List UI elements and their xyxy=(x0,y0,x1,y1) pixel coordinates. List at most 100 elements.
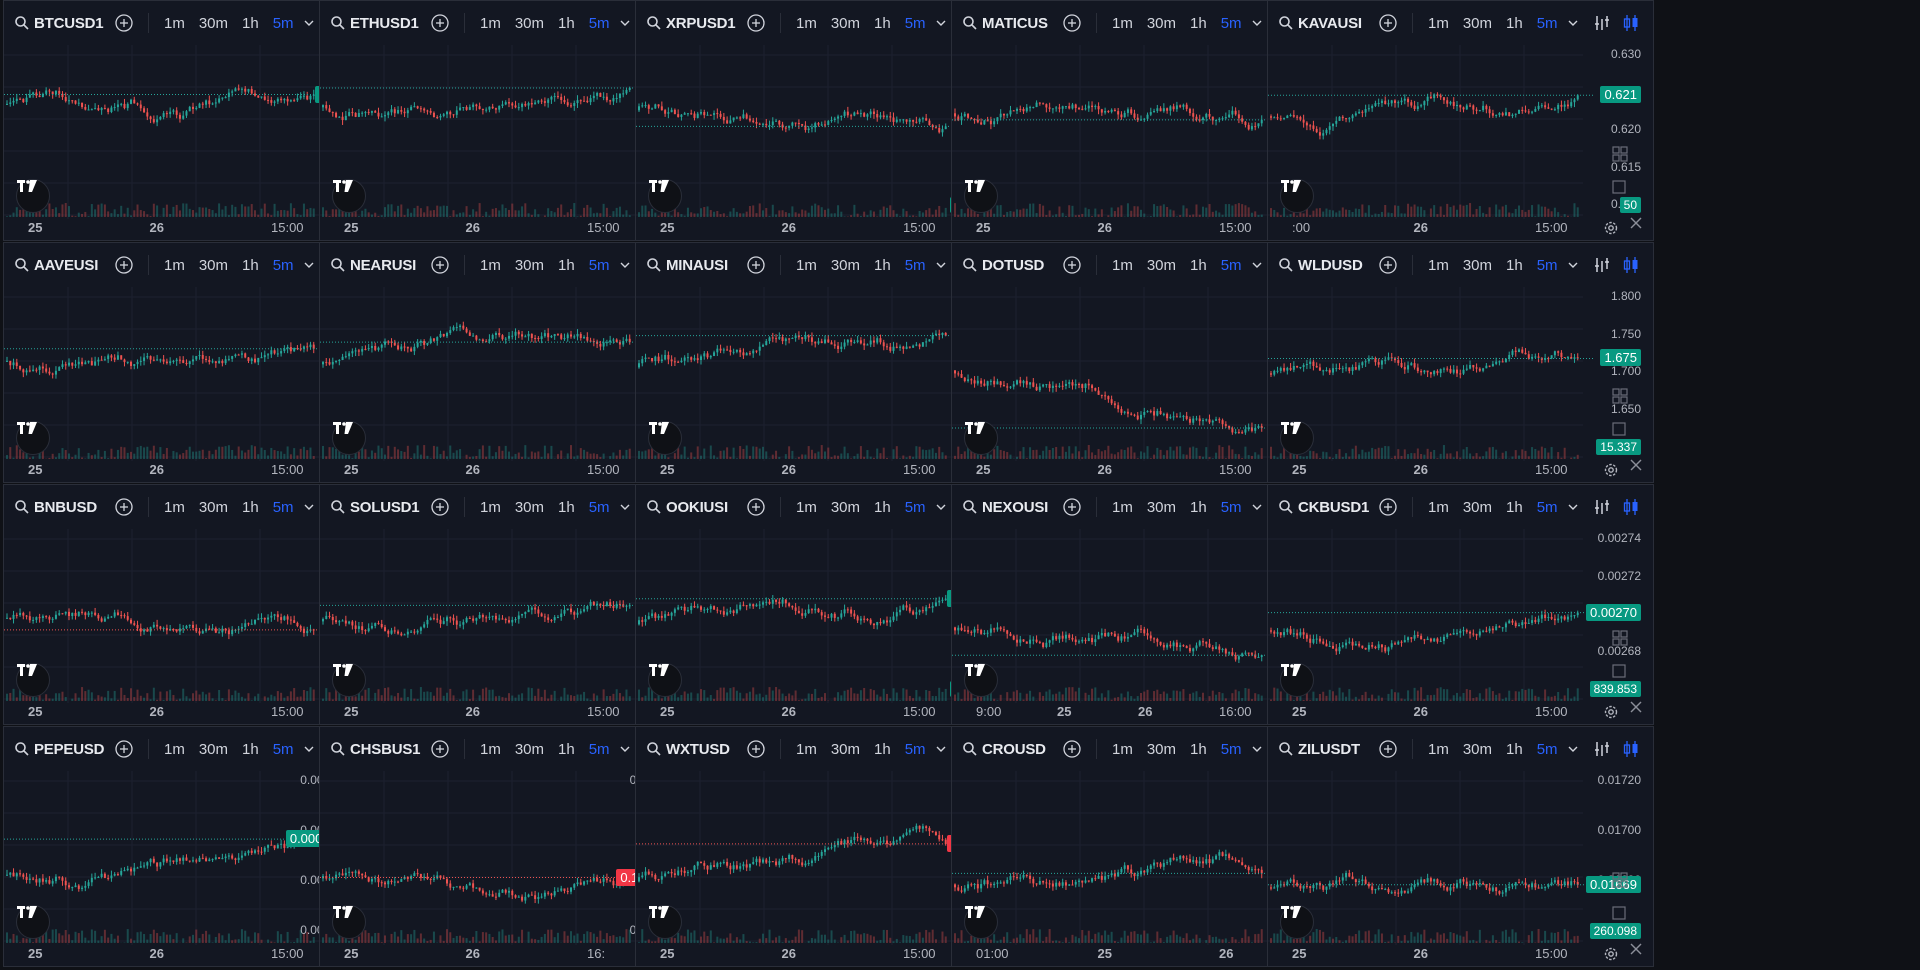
interval-button-1m[interactable]: 1m xyxy=(1428,498,1449,516)
interval-button-1m[interactable]: 1m xyxy=(1112,498,1133,516)
interval-button-30m[interactable]: 30m xyxy=(198,256,229,274)
close-icon[interactable] xyxy=(1629,700,1643,714)
chevron-down-icon[interactable] xyxy=(935,17,949,29)
time-axis[interactable]: :00 26 15:00 xyxy=(1268,216,1653,240)
compare-add-icon[interactable] xyxy=(1062,255,1082,275)
chevron-down-icon[interactable] xyxy=(619,743,633,755)
symbol-name[interactable]: XRPUSD1 xyxy=(666,14,736,32)
chevron-down-icon[interactable] xyxy=(1251,17,1265,29)
interval-button-30m[interactable]: 30m xyxy=(1462,14,1493,32)
search-icon[interactable] xyxy=(14,257,30,273)
symbol-name[interactable]: CKBUSD1 xyxy=(1298,498,1370,516)
interval-button-5m[interactable]: 5m xyxy=(588,740,610,758)
interval-button-1m[interactable]: 1m xyxy=(796,256,817,274)
interval-button-5m[interactable]: 5m xyxy=(1536,740,1558,758)
interval-button-5m[interactable]: 5m xyxy=(272,498,294,516)
search-icon[interactable] xyxy=(646,257,662,273)
candles-style-icon[interactable] xyxy=(1623,14,1641,32)
tradingview-logo-icon[interactable] xyxy=(16,179,50,213)
interval-button-1h[interactable]: 1h xyxy=(1506,498,1523,516)
tradingview-logo-icon[interactable] xyxy=(648,905,682,939)
tradingview-logo-icon[interactable] xyxy=(1280,421,1314,455)
search-icon[interactable] xyxy=(1278,15,1294,31)
compare-add-icon[interactable] xyxy=(746,255,766,275)
interval-button-1m[interactable]: 1m xyxy=(480,14,501,32)
close-icon[interactable] xyxy=(1629,942,1643,956)
interval-button-30m[interactable]: 30m xyxy=(514,498,545,516)
chevron-down-icon[interactable] xyxy=(1567,17,1581,29)
interval-button-30m[interactable]: 30m xyxy=(1146,498,1177,516)
interval-button-30m[interactable]: 30m xyxy=(830,740,861,758)
chevron-down-icon[interactable] xyxy=(1567,743,1581,755)
interval-button-30m[interactable]: 30m xyxy=(830,14,861,32)
search-icon[interactable] xyxy=(330,257,346,273)
chevron-down-icon[interactable] xyxy=(1567,259,1581,271)
search-icon[interactable] xyxy=(330,15,346,31)
compare-add-icon[interactable] xyxy=(746,497,766,517)
symbol-name[interactable]: BTCUSD1 xyxy=(34,14,104,32)
tradingview-logo-icon[interactable] xyxy=(332,663,366,697)
interval-button-1m[interactable]: 1m xyxy=(796,498,817,516)
interval-button-5m[interactable]: 5m xyxy=(1536,256,1558,274)
chart-pane[interactable]: KAVAUSI1m30m1h5m0.6300.6250.6200.6150.61… xyxy=(1267,0,1654,241)
interval-button-5m[interactable]: 5m xyxy=(1536,498,1558,516)
search-icon[interactable] xyxy=(962,257,978,273)
interval-button-1h[interactable]: 1h xyxy=(874,498,891,516)
interval-button-1m[interactable]: 1m xyxy=(480,498,501,516)
interval-button-1h[interactable]: 1h xyxy=(1506,256,1523,274)
interval-button-5m[interactable]: 5m xyxy=(272,14,294,32)
compare-add-icon[interactable] xyxy=(1378,739,1398,759)
chevron-down-icon[interactable] xyxy=(303,259,317,271)
gear-icon[interactable] xyxy=(1603,462,1619,478)
chart-pane[interactable]: WLDUSD1m30m1h5m1.8001.7501.7001.6501.600… xyxy=(1267,242,1654,483)
compare-add-icon[interactable] xyxy=(430,739,450,759)
symbol-name[interactable]: NEXOUSI xyxy=(982,498,1049,516)
chevron-down-icon[interactable] xyxy=(1251,501,1265,513)
time-axis[interactable]: 25 26 15:00 xyxy=(1268,458,1653,482)
compare-add-icon[interactable] xyxy=(1062,497,1082,517)
symbol-name[interactable]: CROUSD xyxy=(982,740,1046,758)
interval-button-1h[interactable]: 1h xyxy=(1190,256,1207,274)
symbol-name[interactable]: ZILUSDT xyxy=(1298,740,1360,758)
compare-add-icon[interactable] xyxy=(1378,255,1398,275)
interval-button-30m[interactable]: 30m xyxy=(514,740,545,758)
symbol-name[interactable]: CHSBUS1 xyxy=(350,740,421,758)
compare-add-icon[interactable] xyxy=(1378,13,1398,33)
compare-add-icon[interactable] xyxy=(114,497,134,517)
interval-button-1m[interactable]: 1m xyxy=(1112,256,1133,274)
interval-button-30m[interactable]: 30m xyxy=(514,256,545,274)
tradingview-logo-icon[interactable] xyxy=(16,421,50,455)
interval-button-30m[interactable]: 30m xyxy=(1462,256,1493,274)
search-icon[interactable] xyxy=(1278,741,1294,757)
symbol-name[interactable]: ETHUSD1 xyxy=(350,14,419,32)
indicators-icon[interactable] xyxy=(1593,740,1613,758)
interval-button-5m[interactable]: 5m xyxy=(904,256,926,274)
interval-button-1h[interactable]: 1h xyxy=(1190,498,1207,516)
interval-button-5m[interactable]: 5m xyxy=(1220,740,1242,758)
interval-button-1m[interactable]: 1m xyxy=(164,740,185,758)
chart-pane[interactable]: PEPEUSD1m30m1h5m0.00000072000.0000007000… xyxy=(3,726,390,967)
chevron-down-icon[interactable] xyxy=(619,17,633,29)
interval-button-1h[interactable]: 1h xyxy=(558,498,575,516)
tradingview-logo-icon[interactable] xyxy=(964,663,998,697)
compare-add-icon[interactable] xyxy=(430,255,450,275)
interval-button-1h[interactable]: 1h xyxy=(1190,14,1207,32)
compare-add-icon[interactable] xyxy=(746,739,766,759)
symbol-name[interactable]: KAVAUSI xyxy=(1298,14,1362,32)
compare-add-icon[interactable] xyxy=(430,497,450,517)
symbol-name[interactable]: NEARUSI xyxy=(350,256,417,274)
interval-button-1m[interactable]: 1m xyxy=(1112,740,1133,758)
interval-button-5m[interactable]: 5m xyxy=(272,256,294,274)
symbol-name[interactable]: WXTUSD xyxy=(666,740,730,758)
interval-button-30m[interactable]: 30m xyxy=(830,498,861,516)
interval-button-30m[interactable]: 30m xyxy=(514,14,545,32)
indicators-icon[interactable] xyxy=(1593,14,1613,32)
interval-button-5m[interactable]: 5m xyxy=(1536,14,1558,32)
search-icon[interactable] xyxy=(14,499,30,515)
search-icon[interactable] xyxy=(1278,257,1294,273)
tradingview-logo-icon[interactable] xyxy=(964,905,998,939)
interval-button-5m[interactable]: 5m xyxy=(272,740,294,758)
gear-icon[interactable] xyxy=(1603,220,1619,236)
search-icon[interactable] xyxy=(962,741,978,757)
tradingview-logo-icon[interactable] xyxy=(964,179,998,213)
